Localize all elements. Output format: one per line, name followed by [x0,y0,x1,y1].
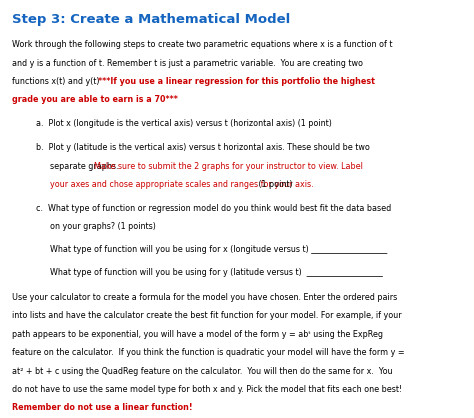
Text: ***If you use a linear regression for this portfolio the highest: ***If you use a linear regression for th… [98,77,375,86]
Text: at² + bt + c using the QuadReg feature on the calculator.  You will then do the : at² + bt + c using the QuadReg feature o… [12,367,392,376]
Text: Remember do not use a linear function!: Remember do not use a linear function! [12,403,192,413]
Text: Work through the following steps to create two parametric equations where x is a: Work through the following steps to crea… [12,40,392,49]
Text: What type of function will you be using for x (longitude versus t) _____________: What type of function will you be using … [50,245,387,254]
Text: on your graphs? (1 points): on your graphs? (1 points) [50,222,155,231]
Text: separate graphs.: separate graphs. [50,161,123,171]
Text: your axes and chose appropriate scales and ranges for your axis.: your axes and chose appropriate scales a… [50,180,313,189]
Text: What type of function will you be using for y (latitude versus t)  _____________: What type of function will you be using … [50,268,383,277]
Text: c.  What type of function or regression model do you think would best fit the da: c. What type of function or regression m… [36,204,391,213]
Text: into lists and have the calculator create the best fit function for your model. : into lists and have the calculator creat… [12,311,401,321]
Text: grade you are able to earn is a 70***: grade you are able to earn is a 70*** [12,95,178,104]
Text: Step 3: Create a Mathematical Model: Step 3: Create a Mathematical Model [12,13,290,25]
Text: (1 point): (1 point) [256,180,292,189]
Text: do not have to use the same model type for both x and y. Pick the model that fit: do not have to use the same model type f… [12,385,402,394]
Text: functions x(t) and y(t): functions x(t) and y(t) [12,77,102,86]
Text: Make sure to submit the 2 graphs for your instructor to view. Label: Make sure to submit the 2 graphs for you… [94,161,363,171]
Text: feature on the calculator.  If you think the function is quadratic your model wi: feature on the calculator. If you think … [12,348,404,357]
Text: Use your calculator to create a formula for the model you have chosen. Enter the: Use your calculator to create a formula … [12,293,397,302]
Text: b.  Plot y (latitude is the vertical axis) versus t horizontal axis. These shoul: b. Plot y (latitude is the vertical axis… [36,143,369,152]
Text: a.  Plot x (longitude is the vertical axis) versus t (horizontal axis) (1 point): a. Plot x (longitude is the vertical axi… [36,119,331,128]
Text: and y is a function of t. Remember t is just a parametric variable.  You are cre: and y is a function of t. Remember t is … [12,59,363,68]
Text: path appears to be exponential, you will have a model of the form y = abᵗ using : path appears to be exponential, you will… [12,330,383,339]
